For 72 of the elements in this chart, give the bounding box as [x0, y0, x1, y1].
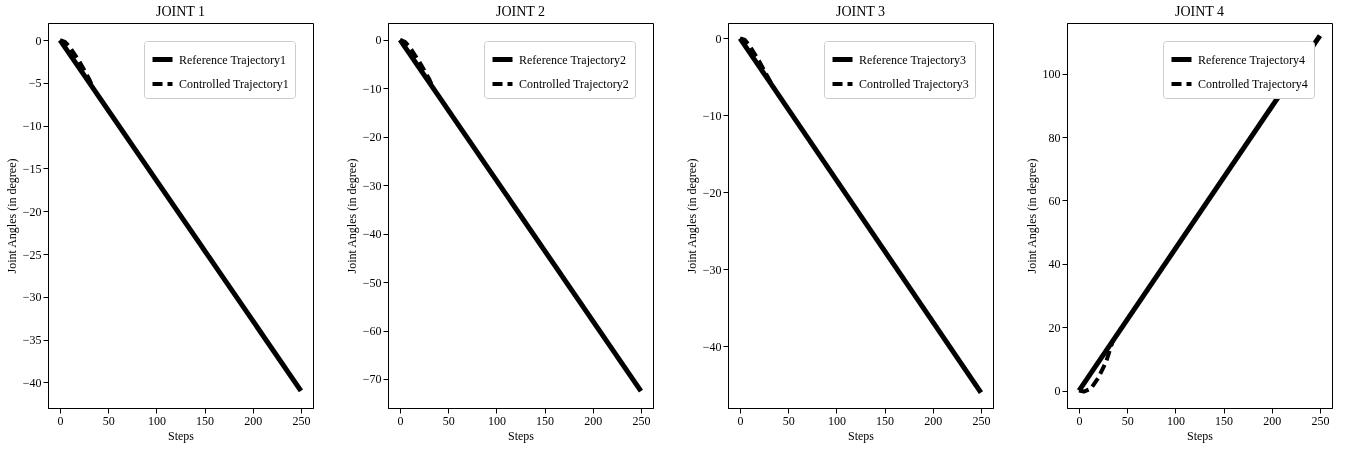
y-tick-label: 60 [1048, 193, 1061, 208]
y-axis-title: Joint Angles (in degree) [684, 158, 699, 274]
y-axis-title: Joint Angles (in degree) [1024, 158, 1039, 274]
chart-title: JOINT 3 [835, 4, 886, 19]
y-tick-label: −40 [362, 227, 382, 242]
x-tick-label: 50 [102, 413, 115, 428]
y-tick-label: 40 [1048, 257, 1061, 272]
x-tick-label: 0 [1076, 413, 1083, 428]
x-tick-label: 250 [1311, 413, 1330, 428]
x-tick-label: 100 [147, 413, 166, 428]
y-tick-label: −5 [28, 76, 42, 91]
x-axis-title: Steps [1186, 428, 1214, 443]
x-tick-label: 150 [536, 413, 555, 428]
x-tick-label: 250 [972, 413, 991, 428]
x-tick-label: 200 [1263, 413, 1282, 428]
x-tick-label: 0 [737, 413, 744, 428]
x-tick-label: 200 [584, 413, 603, 428]
legend-label: Reference Trajectory2 [519, 52, 626, 67]
x-tick-label: 100 [827, 413, 846, 428]
legend-label: Controlled Trajectory4 [1198, 77, 1308, 91]
y-tick-label: −40 [702, 339, 722, 354]
x-tick-label: 250 [632, 413, 651, 428]
y-tick-label: −35 [22, 333, 42, 348]
y-tick-label: −20 [22, 204, 42, 219]
x-tick-label: 0 [57, 413, 64, 428]
y-axis-title: Joint Angles (in degree) [344, 158, 359, 274]
x-tick-label: 150 [1215, 413, 1234, 428]
x-tick-label: 200 [244, 413, 263, 428]
x-tick-label: 150 [196, 413, 215, 428]
legend-label: Controlled Trajectory2 [519, 77, 629, 91]
y-tick-label: −60 [362, 324, 382, 339]
x-tick-label: 250 [292, 413, 311, 428]
x-tick-label: 100 [487, 413, 506, 428]
y-tick-label: 0 [375, 33, 382, 48]
y-tick-label: −10 [362, 81, 382, 96]
x-tick-label: 200 [924, 413, 943, 428]
y-tick-label: −10 [22, 119, 42, 134]
y-axis-title: Joint Angles (in degree) [4, 158, 19, 274]
y-tick-label: −30 [702, 262, 722, 277]
legend-label: Controlled Trajectory3 [859, 77, 969, 91]
chart-title: JOINT 2 [495, 4, 546, 19]
y-tick-label: −15 [22, 161, 42, 176]
x-axis-title: Steps [167, 428, 195, 443]
y-tick-label: −70 [362, 372, 382, 387]
x-tick-label: 50 [782, 413, 795, 428]
x-axis-title: Steps [507, 428, 535, 443]
x-tick-label: 50 [1121, 413, 1134, 428]
y-tick-label: −50 [362, 275, 382, 290]
legend-label: Reference Trajectory3 [859, 52, 966, 67]
y-tick-label: −30 [362, 178, 382, 193]
y-tick-label: −25 [22, 247, 42, 262]
x-tick-label: 0 [397, 413, 404, 428]
x-tick-label: 100 [1166, 413, 1185, 428]
y-tick-label: 0 [35, 33, 42, 48]
y-tick-label: 80 [1048, 130, 1061, 145]
legend-label: Reference Trajectory4 [1198, 52, 1305, 67]
legend-label: Controlled Trajectory1 [179, 77, 289, 91]
legend-label: Reference Trajectory1 [179, 52, 286, 67]
y-tick-label: −20 [702, 185, 722, 200]
y-tick-label: −40 [22, 375, 42, 390]
y-tick-label: −10 [702, 108, 722, 123]
x-tick-label: 50 [442, 413, 455, 428]
x-axis-title: Steps [847, 428, 875, 443]
chart-title: JOINT 4 [1174, 4, 1225, 19]
x-tick-label: 150 [876, 413, 895, 428]
y-tick-label: 0 [715, 31, 722, 46]
y-tick-label: 0 [1054, 384, 1061, 399]
y-tick-label: 20 [1048, 320, 1061, 335]
y-tick-label: −20 [362, 130, 382, 145]
y-tick-label: 100 [1042, 67, 1061, 82]
chart-title: JOINT 1 [155, 4, 206, 19]
y-tick-label: −30 [22, 290, 42, 305]
